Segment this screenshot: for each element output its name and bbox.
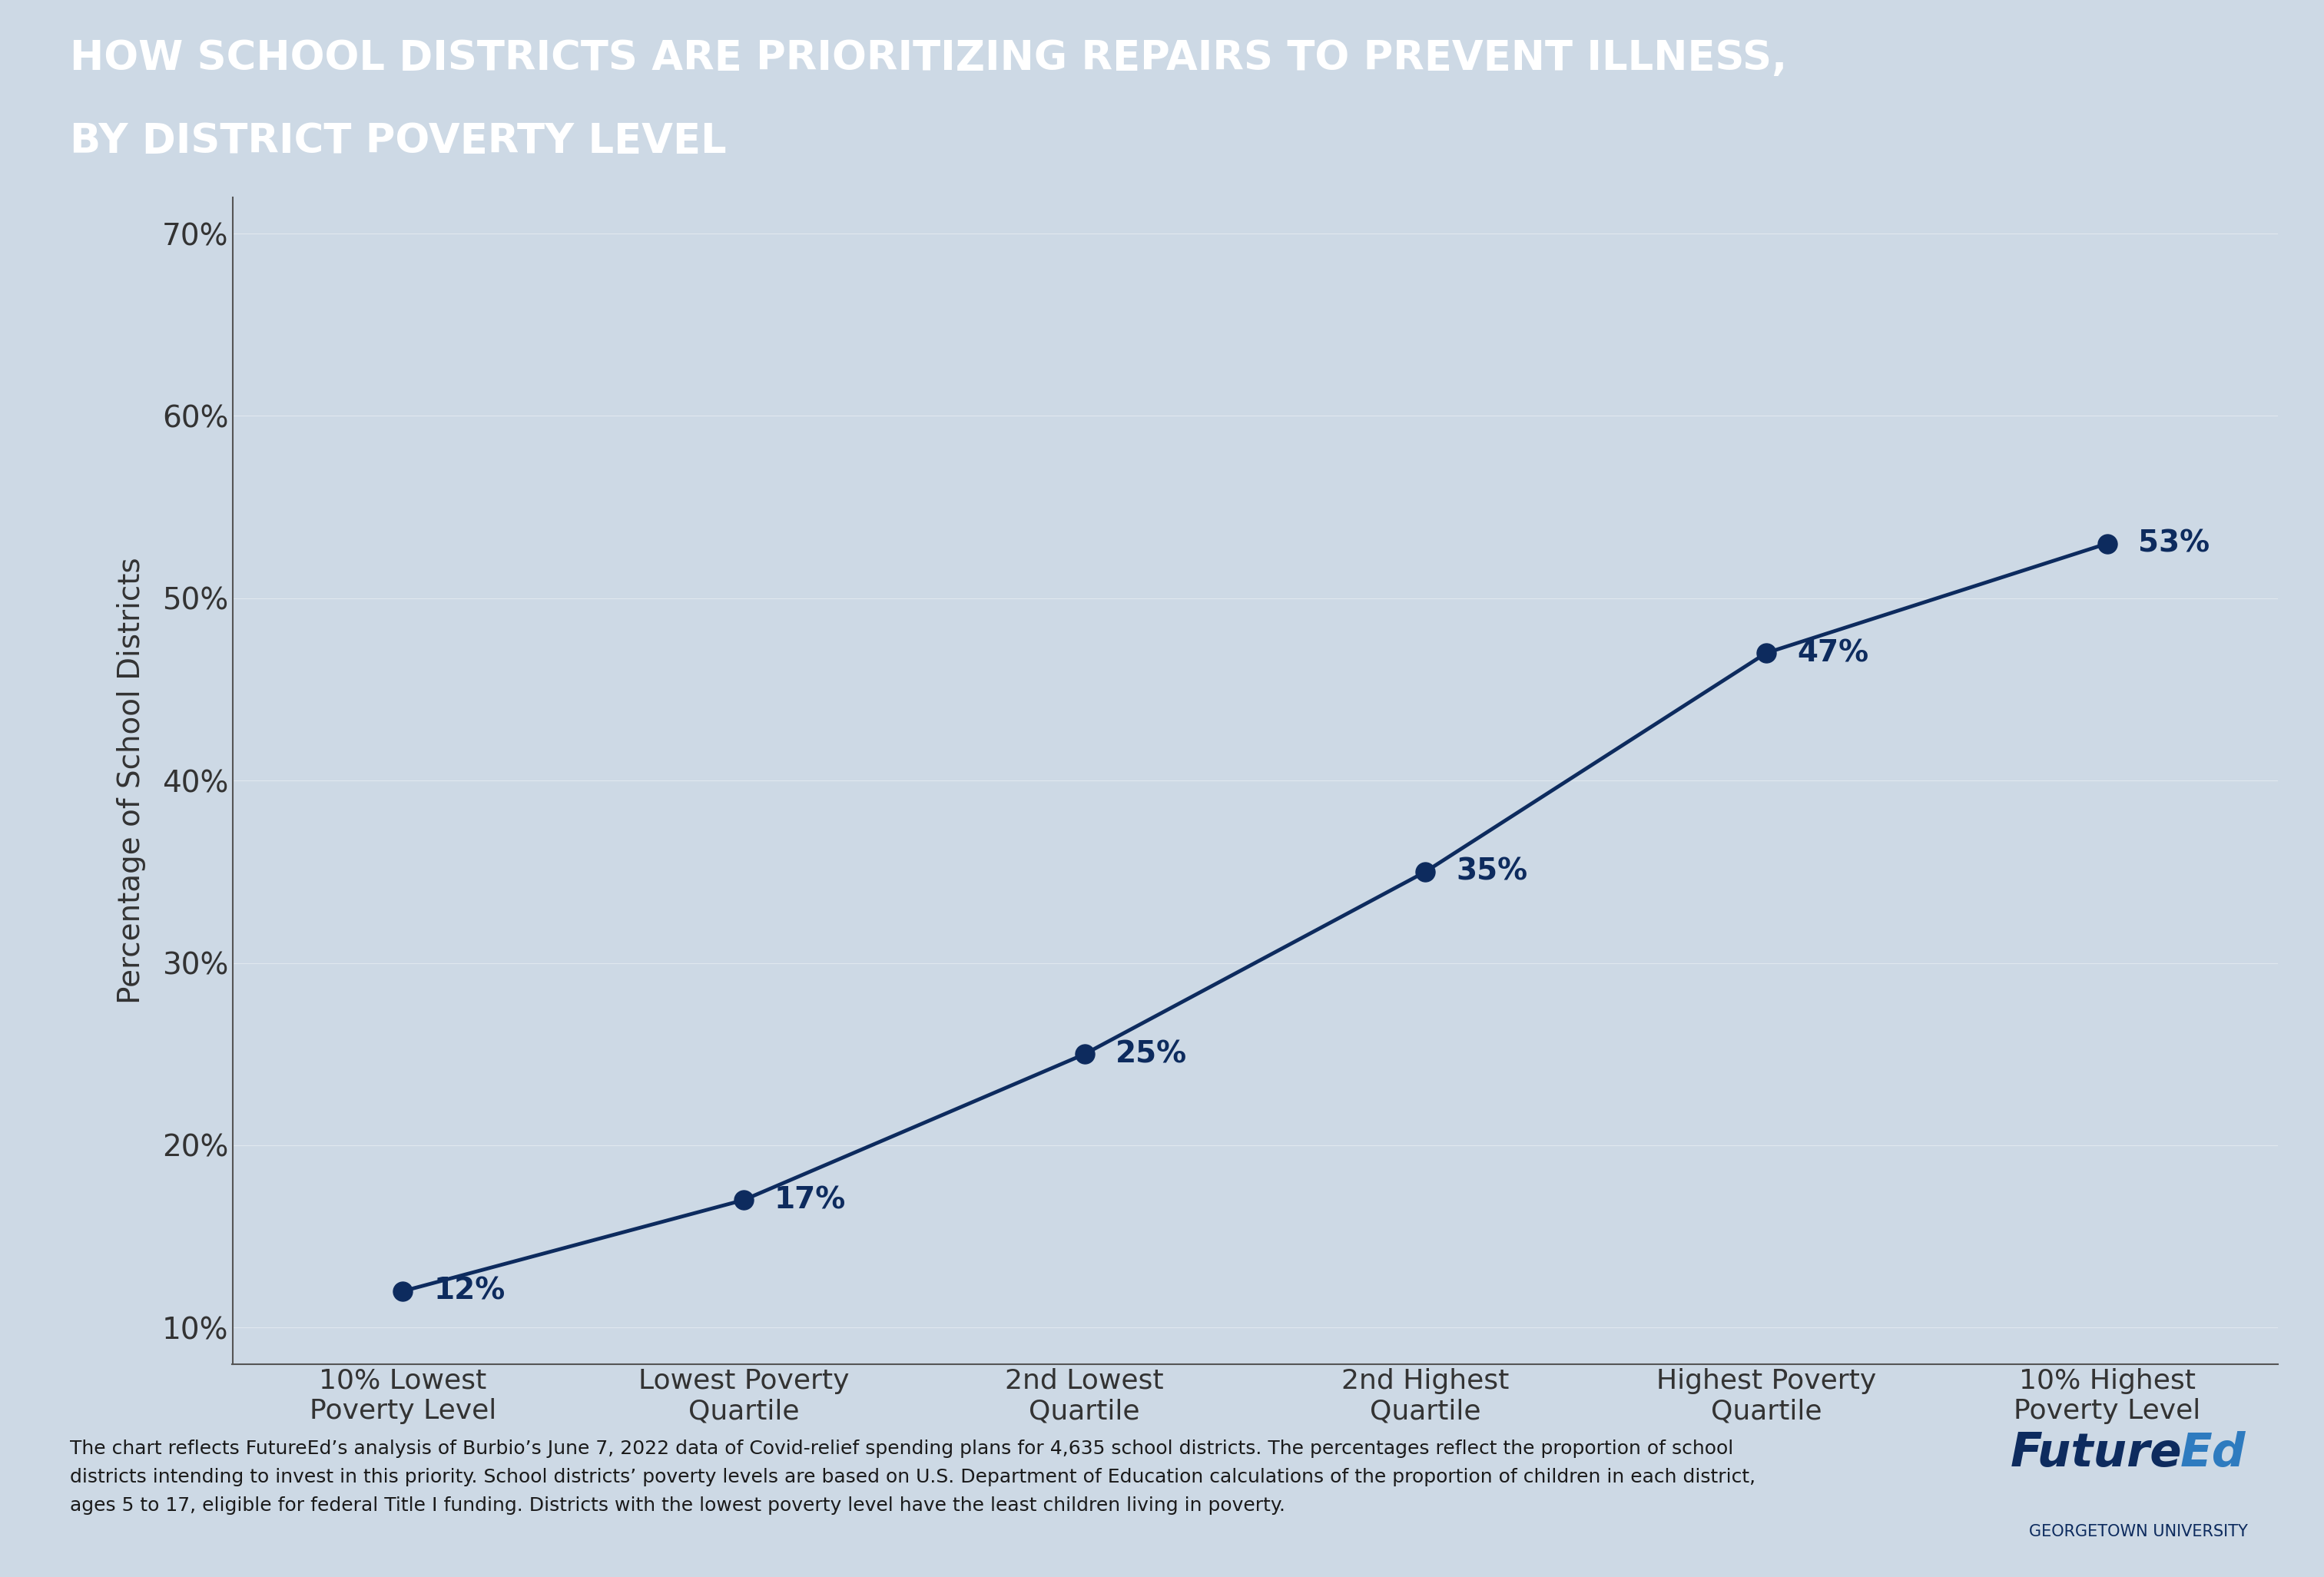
Text: Ed: Ed: [2180, 1430, 2245, 1476]
Text: 35%: 35%: [1457, 858, 1527, 886]
Text: BY DISTRICT POVERTY LEVEL: BY DISTRICT POVERTY LEVEL: [70, 121, 727, 161]
Text: 12%: 12%: [435, 1276, 504, 1306]
Text: 47%: 47%: [1796, 639, 1868, 667]
Text: GEORGETOWN UNIVERSITY: GEORGETOWN UNIVERSITY: [2029, 1523, 2247, 1539]
Text: The chart reflects FutureEd’s analysis of Burbio’s June 7, 2022 data of Covid-re: The chart reflects FutureEd’s analysis o…: [70, 1440, 1755, 1515]
Text: 25%: 25%: [1116, 1039, 1188, 1069]
Text: 17%: 17%: [774, 1186, 846, 1214]
Text: Future: Future: [2010, 1430, 2182, 1476]
Text: 53%: 53%: [2138, 528, 2210, 558]
Text: HOW SCHOOL DISTRICTS ARE PRIORITIZING REPAIRS TO PREVENT ILLNESS,: HOW SCHOOL DISTRICTS ARE PRIORITIZING RE…: [70, 38, 1787, 77]
Y-axis label: Percentage of School Districts: Percentage of School Districts: [116, 557, 146, 1005]
